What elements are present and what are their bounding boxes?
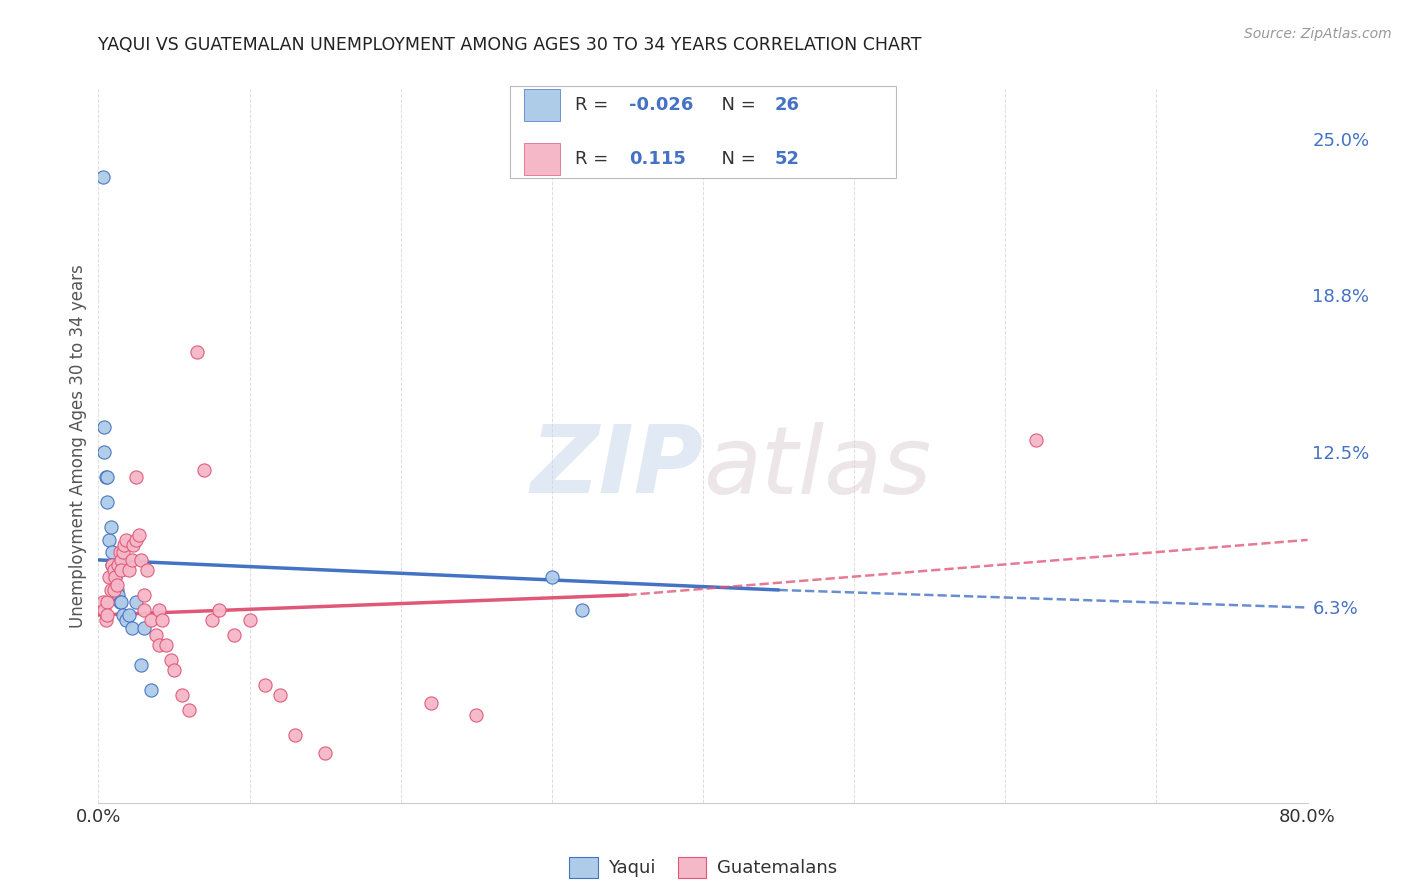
Point bbox=[108, 595, 131, 609]
Point bbox=[253, 678, 276, 692]
Point bbox=[96, 607, 118, 622]
Point bbox=[121, 553, 143, 567]
Text: 26: 26 bbox=[775, 96, 800, 114]
Point bbox=[98, 533, 121, 547]
Text: 0.115: 0.115 bbox=[630, 150, 686, 168]
FancyBboxPatch shape bbox=[524, 143, 561, 175]
Point bbox=[118, 563, 141, 577]
Point bbox=[125, 470, 148, 484]
Point bbox=[132, 603, 155, 617]
Point bbox=[1024, 433, 1046, 447]
Point bbox=[110, 595, 132, 609]
Point bbox=[148, 638, 170, 652]
Point bbox=[186, 345, 208, 359]
Point bbox=[96, 495, 118, 509]
Point bbox=[132, 621, 155, 635]
Point bbox=[141, 613, 163, 627]
Point bbox=[101, 558, 124, 572]
Point bbox=[224, 628, 246, 642]
Point bbox=[141, 683, 163, 698]
Point bbox=[160, 653, 183, 667]
Point bbox=[94, 470, 117, 484]
Point bbox=[129, 553, 152, 567]
Point bbox=[101, 558, 124, 572]
Point bbox=[103, 570, 125, 584]
Point bbox=[105, 582, 128, 597]
Point bbox=[107, 558, 129, 572]
Point bbox=[104, 570, 127, 584]
Point bbox=[122, 538, 145, 552]
Legend: Yaqui, Guatemalans: Yaqui, Guatemalans bbox=[560, 847, 846, 887]
Point bbox=[179, 703, 201, 717]
Point bbox=[128, 528, 150, 542]
Point bbox=[125, 595, 148, 609]
Text: R =: R = bbox=[575, 150, 614, 168]
Point bbox=[132, 588, 155, 602]
Point bbox=[193, 463, 215, 477]
Point bbox=[284, 728, 307, 742]
Point bbox=[208, 603, 231, 617]
Point bbox=[201, 613, 224, 627]
Point bbox=[93, 420, 115, 434]
Point bbox=[103, 582, 125, 597]
Point bbox=[135, 563, 157, 577]
FancyBboxPatch shape bbox=[509, 86, 897, 178]
Text: YAQUI VS GUATEMALAN UNEMPLOYMENT AMONG AGES 30 TO 34 YEARS CORRELATION CHART: YAQUI VS GUATEMALAN UNEMPLOYMENT AMONG A… bbox=[98, 36, 922, 54]
Point bbox=[111, 607, 134, 622]
Text: Source: ZipAtlas.com: Source: ZipAtlas.com bbox=[1244, 27, 1392, 41]
Point bbox=[100, 582, 122, 597]
Point bbox=[145, 628, 167, 642]
Point bbox=[96, 470, 118, 484]
Point bbox=[540, 570, 562, 584]
Point bbox=[465, 708, 488, 723]
Point bbox=[269, 688, 291, 702]
Point bbox=[420, 696, 443, 710]
Point bbox=[110, 563, 132, 577]
Text: ZIP: ZIP bbox=[530, 421, 703, 514]
Point bbox=[111, 545, 134, 559]
Point bbox=[110, 553, 132, 567]
Text: N =: N = bbox=[710, 150, 762, 168]
Point bbox=[98, 570, 121, 584]
Point bbox=[91, 169, 114, 184]
Point bbox=[314, 746, 336, 760]
Point bbox=[112, 538, 135, 552]
Point bbox=[96, 595, 118, 609]
Point bbox=[118, 607, 141, 622]
Text: N =: N = bbox=[710, 96, 762, 114]
Point bbox=[107, 588, 129, 602]
Point bbox=[150, 613, 173, 627]
Point bbox=[101, 545, 124, 559]
Point bbox=[100, 520, 122, 534]
Point bbox=[155, 638, 177, 652]
Point bbox=[125, 533, 148, 547]
Point bbox=[148, 603, 170, 617]
Point bbox=[239, 613, 262, 627]
Point bbox=[114, 533, 136, 547]
Text: 52: 52 bbox=[775, 150, 800, 168]
Y-axis label: Unemployment Among Ages 30 to 34 years: Unemployment Among Ages 30 to 34 years bbox=[69, 264, 87, 628]
Point bbox=[93, 603, 115, 617]
Point bbox=[91, 595, 114, 609]
Point bbox=[129, 658, 152, 673]
Point bbox=[114, 613, 136, 627]
Text: atlas: atlas bbox=[703, 422, 931, 513]
Point bbox=[103, 563, 125, 577]
Point bbox=[108, 545, 131, 559]
Point bbox=[170, 688, 193, 702]
Text: -0.026: -0.026 bbox=[630, 96, 693, 114]
Point bbox=[571, 603, 593, 617]
Point bbox=[163, 663, 186, 677]
Text: R =: R = bbox=[575, 96, 614, 114]
Point bbox=[104, 570, 127, 584]
Point bbox=[94, 613, 117, 627]
Point bbox=[121, 621, 143, 635]
FancyBboxPatch shape bbox=[524, 89, 561, 121]
Point bbox=[93, 445, 115, 459]
Point bbox=[105, 578, 128, 592]
